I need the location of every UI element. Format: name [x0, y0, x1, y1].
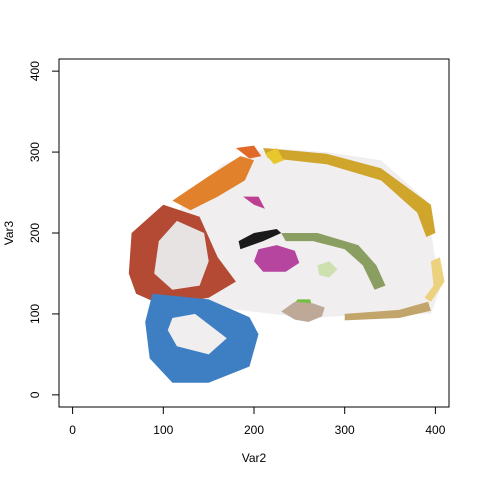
x-tick-label: 0 — [69, 423, 76, 437]
y-tick-label: 200 — [28, 223, 42, 243]
y-tick-label: 400 — [28, 61, 42, 81]
y-tick-label: 0 — [28, 391, 42, 398]
x-tick-label: 100 — [153, 423, 173, 437]
y-tick-label: 100 — [28, 304, 42, 324]
plotted-regions — [129, 146, 445, 383]
x-tick-label: 300 — [335, 423, 355, 437]
y-axis-label: Var3 — [2, 220, 16, 245]
x-tick-label: 400 — [425, 423, 445, 437]
y-axis: 0 100 200 300 400 — [28, 61, 59, 398]
x-axis: 0 100 200 300 400 — [69, 407, 445, 437]
x-tick-label: 200 — [244, 423, 264, 437]
y-tick-label: 300 — [28, 142, 42, 162]
x-axis-label: Var2 — [242, 451, 267, 465]
